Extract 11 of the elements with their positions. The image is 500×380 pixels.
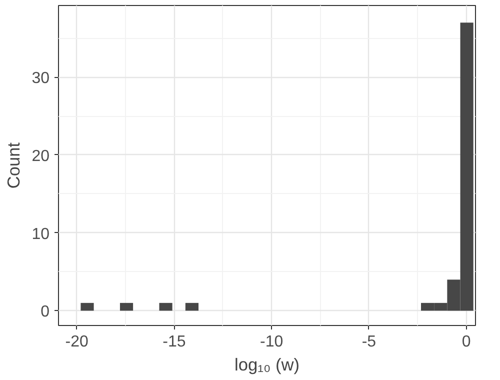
y-tick-label: 10	[32, 226, 50, 243]
x-axis-title: log₁₀ (w)	[234, 354, 300, 374]
x-tick-label: -15	[162, 334, 186, 350]
x-tick-label: -10	[260, 334, 284, 350]
y-tick-label: 30	[32, 70, 50, 88]
x-tick-label: -5	[362, 334, 376, 350]
x-tick-label: -20	[65, 334, 88, 350]
y-tick-label: 20	[32, 148, 50, 165]
x-tick-label: 0	[462, 334, 471, 350]
y-tick-label: 0	[40, 304, 50, 321]
y-axis-title: Count	[4, 142, 24, 189]
